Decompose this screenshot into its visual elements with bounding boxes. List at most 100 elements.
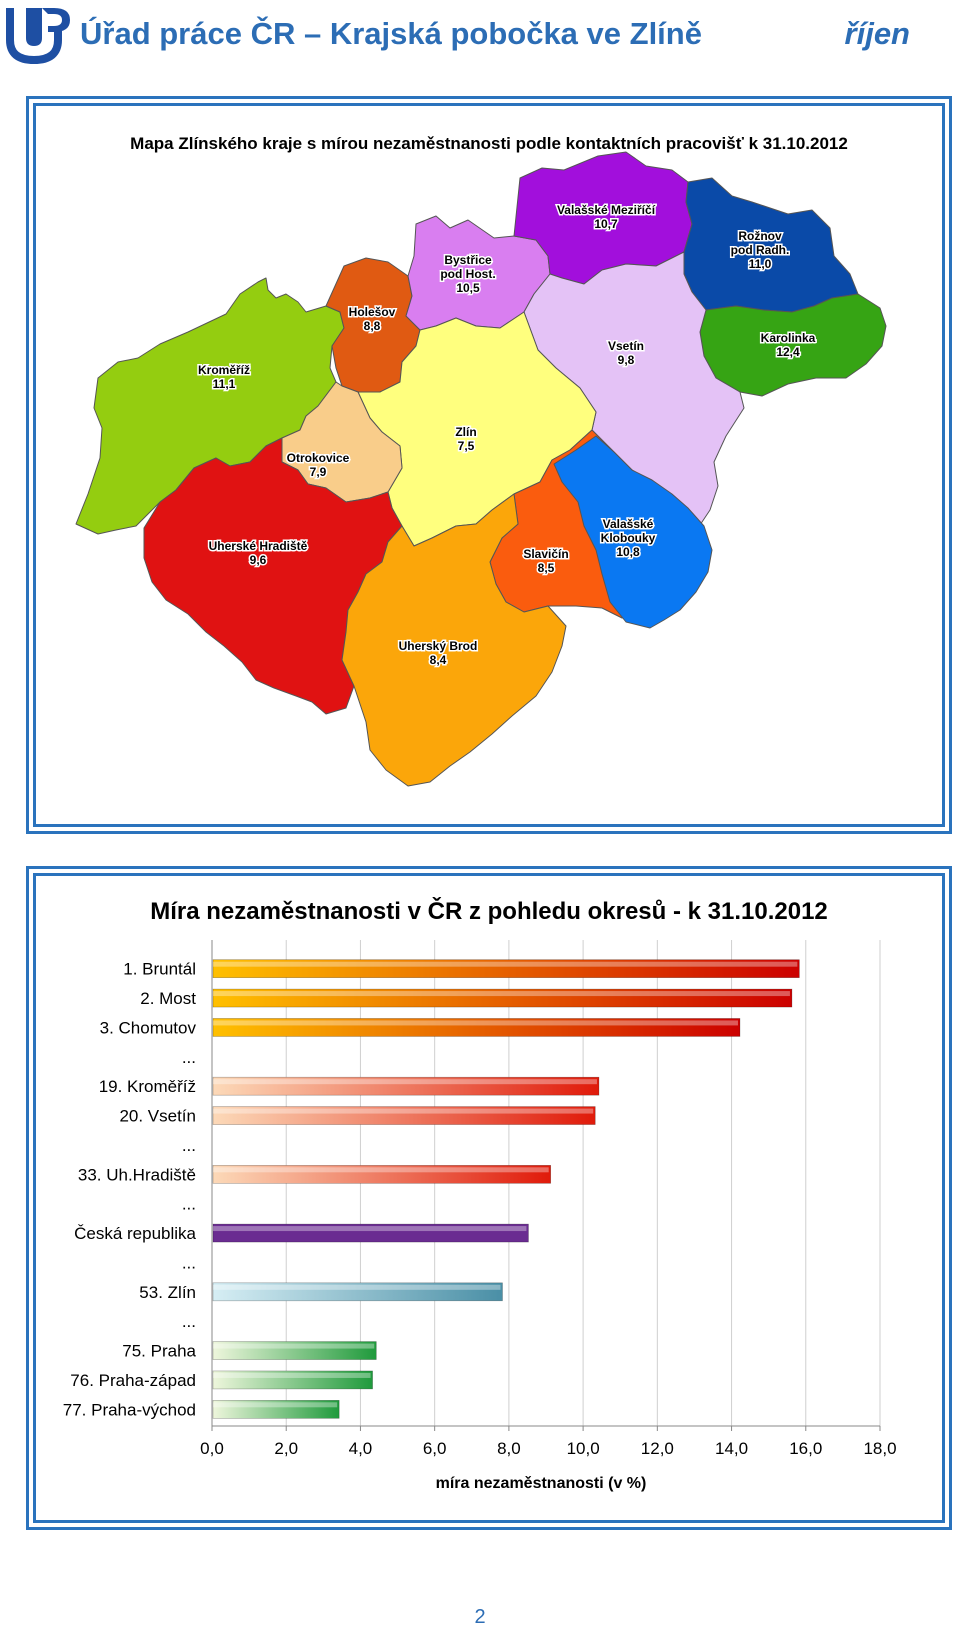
chart-bar [212, 988, 793, 1008]
chart-bar [212, 1223, 529, 1243]
report-month: říjen [844, 16, 910, 51]
chart-bar [212, 1018, 741, 1037]
chart-bar-highlight [213, 1079, 597, 1085]
map-label-line: Zlín [455, 425, 476, 439]
chart-bar-highlight [213, 1167, 549, 1173]
map-label-roznov: Rožnov pod Radh. 11,0 [731, 229, 790, 271]
chart-bar [212, 1341, 377, 1360]
chart-x-tick-label: 10,0 [567, 1439, 600, 1458]
chart-x-tick-label: 8,0 [497, 1439, 521, 1458]
chart-x-tick-label: 18,0 [863, 1439, 896, 1458]
map-label-line: 8,8 [364, 319, 381, 333]
map-label-line: Otrokovice [287, 451, 350, 465]
chart-bar-highlight [213, 1108, 594, 1114]
chart-category-label: ... [182, 1136, 196, 1155]
map-label-bystrice: Bystřice pod Host. 10,5 [440, 253, 495, 295]
map-label-line: 8,5 [538, 561, 555, 575]
chart-bar-highlight [213, 1020, 738, 1026]
chart-x-tick-label: 4,0 [349, 1439, 373, 1458]
chart-bar-highlight [213, 1284, 501, 1290]
chart-x-tick-label: 14,0 [715, 1439, 748, 1458]
map-label-slavicin: Slavičín 8,5 [523, 547, 568, 575]
chart-bar-highlight [213, 1402, 338, 1408]
chart-category-label: Česká republika [74, 1224, 196, 1243]
map-label-line: 8,4 [430, 653, 447, 667]
chart-category-label: 53. Zlín [139, 1283, 196, 1302]
map-label-line: Vsetín [608, 339, 644, 353]
chart-bar [212, 1106, 596, 1125]
map-frame: Mapa Zlínského kraje s mírou nezaměstnan… [26, 96, 952, 834]
map-label-holesov: Holešov 8,8 [349, 305, 396, 333]
chart-category-label: ... [182, 1253, 196, 1272]
map-label-line: Slavičín [523, 547, 568, 561]
chart-bar-highlight [213, 991, 790, 997]
chart-category-label: 20. Vsetín [119, 1107, 196, 1126]
chart-bar [212, 959, 800, 978]
chart-x-tick-label: 16,0 [789, 1439, 822, 1458]
map-label-line: Holešov [349, 305, 396, 319]
map-label-kromeriz: Kroměříž 11,1 [198, 363, 250, 391]
chart-category-label: 33. Uh.Hradiště [78, 1165, 196, 1184]
chart-category-label: ... [182, 1312, 196, 1331]
page-number: 2 [474, 1606, 486, 1628]
map-label-valklob: Valašské Klobouky 10,8 [601, 517, 656, 559]
chart-bar-highlight [213, 961, 798, 967]
map-region-ub [341, 493, 567, 787]
map-label-valmez: Valašské Meziříčí 10,7 [557, 203, 656, 231]
chart-category-label: ... [182, 1048, 196, 1067]
map-label-line: 9,6 [250, 553, 267, 567]
map-label-line: 11,1 [213, 377, 236, 391]
chart-bar [212, 1370, 373, 1390]
map-label-line: 11,0 [749, 257, 772, 271]
map-label-line: pod Radh. [731, 243, 790, 257]
map-label-line: Karolinka [761, 331, 816, 345]
chart-category-label: 77. Praha-východ [63, 1400, 196, 1419]
chart-bar-highlight [213, 1343, 375, 1349]
map-label-line: Valašské [603, 517, 654, 531]
chart-bar [212, 1076, 600, 1096]
map-label-line: Uherské Hradiště [209, 539, 308, 553]
chart-x-tick-label: 2,0 [274, 1439, 298, 1458]
up-logo-icon [6, 8, 70, 64]
page-header: Úřad práce ČR – Krajská pobočka ve Zlíně… [0, 0, 960, 80]
map-label-ub: Uherský Brod 8,4 [399, 639, 478, 667]
chart-x-tick-label: 0,0 [200, 1439, 224, 1458]
map-region-valklob [553, 435, 713, 629]
chart-category-label: 2. Most [140, 989, 196, 1008]
chart-bar-highlight [213, 1226, 527, 1232]
chart-bar [212, 1165, 552, 1184]
map-title: Mapa Zlínského kraje s mírou nezaměstnan… [130, 134, 848, 153]
chart-panel: Míra nezaměstnanosti v ČR z pohledu okre… [33, 873, 945, 1523]
chart-bar-highlight [213, 1372, 371, 1378]
map-label-line: 10,7 [594, 217, 618, 231]
map-label-line: Rožnov [738, 229, 782, 243]
map-label-line: 9,8 [618, 353, 635, 367]
office-title: Úřad práce ČR – Krajská pobočka ve Zlíně [80, 16, 702, 51]
chart-category-label: 3. Chomutov [100, 1018, 197, 1037]
chart-frame: Míra nezaměstnanosti v ČR z pohledu okre… [26, 866, 952, 1530]
map-label-otrokovice: Otrokovice 7,9 [287, 451, 350, 479]
map-label-line: Kroměříž [198, 363, 250, 377]
map-label-line: pod Host. [440, 267, 495, 281]
chart-title: Míra nezaměstnanosti v ČR z pohledu okre… [150, 898, 828, 925]
chart-category-label: 75. Praha [122, 1342, 196, 1361]
map-label-line: Bystřice [444, 253, 492, 267]
chart-category-label: ... [182, 1195, 196, 1214]
unemployment-bar-chart: 1. Bruntál 2. Most 3. Chomutov... 19. Kromě… [63, 940, 897, 1492]
chart-x-tick-label: 12,0 [641, 1439, 674, 1458]
map-label-line: 7,9 [310, 465, 327, 479]
map-label-line: 12,4 [776, 345, 800, 359]
chart-bar [212, 1400, 340, 1419]
map-label-line: Klobouky [601, 531, 656, 545]
zlin-region-map: Kroměříž 11,1 Holešov 8,8 Bystřice pod Host… [75, 151, 887, 787]
chart-category-label: 1. Bruntál [123, 960, 196, 979]
map-label-line: 10,8 [616, 545, 640, 559]
map-label-line: 7,5 [458, 439, 475, 453]
chart-x-tick-label: 6,0 [423, 1439, 447, 1458]
chart-x-axis-label: míra nezaměstnanosti (v %) [436, 1475, 647, 1492]
map-label-vsetin: Vsetín 9,8 [608, 339, 644, 367]
map-panel: Mapa Zlínského kraje s mírou nezaměstnan… [33, 103, 945, 827]
map-label-zlin: Zlín 7,5 [455, 425, 476, 453]
map-label-uh: Uherské Hradiště 9,6 [209, 539, 308, 567]
map-label-karolinka: Karolinka 12,4 [761, 331, 816, 359]
